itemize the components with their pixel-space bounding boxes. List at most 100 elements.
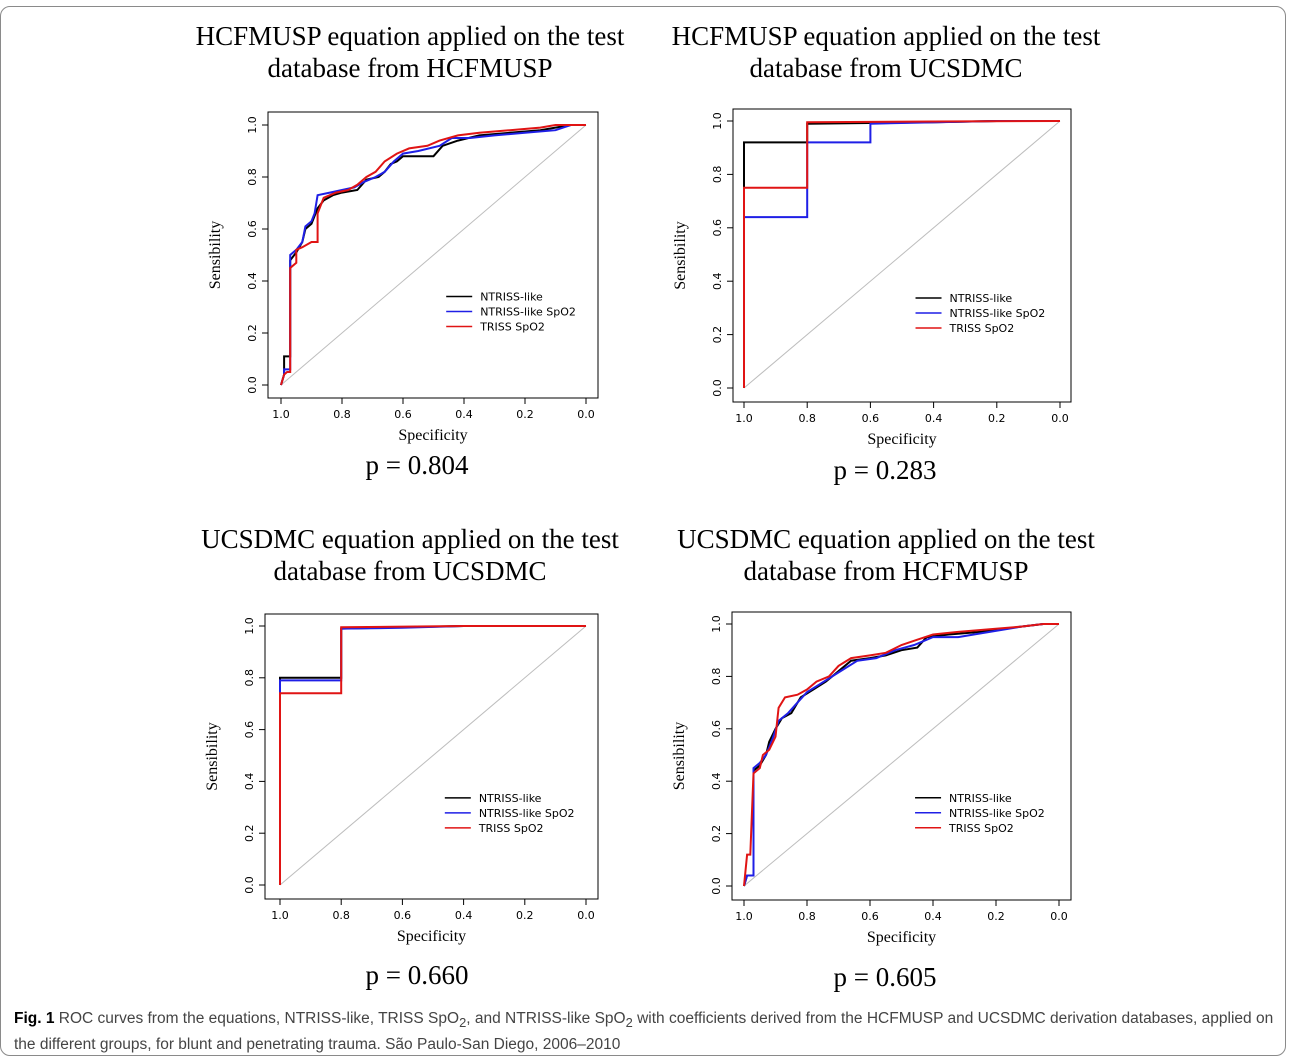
y-tick-label: 0.8 [710,668,723,686]
y-tick-label: 0.6 [246,220,259,238]
y-tick-label: 0.6 [711,219,724,237]
x-axis-label: Specificity [867,431,936,448]
x-tick-label: 0.4 [455,909,473,922]
legend-label: TRISS SpO2 [479,320,545,333]
y-tick-label: 1.0 [243,617,256,635]
y-axis-label: Sensibility [207,221,224,289]
y-tick-label: 0.4 [243,773,256,791]
figure-caption: Fig. 1 ROC curves from the equations, NT… [14,1008,1276,1056]
x-tick-label: 0.2 [987,910,1005,923]
legend-label: TRISS SpO2 [949,322,1015,335]
y-tick-label: 1.0 [711,112,724,130]
figure-frame [0,6,1286,1056]
x-tick-label: 0.8 [798,412,816,425]
plot-box [732,108,1072,403]
chart-2-group: 1.0 0.8 0.6 0.4 0.2 0.0 0.0 0.2 0.4 0.6 0.8 1.0 Spec… [672,108,1072,448]
legend-label: NTRISS-like SpO2 [950,307,1046,320]
x-tick-label: 0.0 [577,909,595,922]
x-tick-label: 0.0 [1050,910,1068,923]
x-tick-label: 0.2 [516,408,534,421]
x-tick-label: 0.4 [925,412,943,425]
x-tick-label: 0.4 [455,408,473,421]
x-axis-label: Specificity [397,928,466,945]
legend-label: NTRISS-like [950,292,1013,305]
caption-label: Fig. 1 [14,1010,55,1027]
y-tick-label: 0.6 [710,720,723,738]
x-tick-label: 0.0 [1051,412,1069,425]
y-tick-label: 0.2 [243,824,256,842]
legend-label: TRISS SpO2 [948,822,1014,835]
x-tick-label: 1.0 [271,909,289,922]
panel-1-p-value: p = 0.804 [365,450,469,480]
series-line-triss-spo2 [279,625,586,885]
y-axis-label: Sensibility [672,221,689,289]
legend-label: NTRISS-like SpO2 [949,807,1045,820]
x-tick-label: 0.8 [798,910,816,923]
x-axis-label: Specificity [867,929,936,946]
x-tick-label: 0.2 [516,909,534,922]
panel-2-title: HCFMUSP equation applied on the test dat… [671,21,1101,83]
chart-1-group: 1.0 0.8 0.6 0.4 0.2 0.0 0.0 0.2 0.4 0.6 0.8 1.0 Spec… [207,111,599,444]
legend-label: NTRISS-like [480,290,543,303]
y-axis-label: Sensibility [204,722,221,790]
y-tick-label: 1.0 [246,116,259,134]
y-tick-label: 0.4 [710,772,723,790]
x-tick-label: 0.6 [394,909,412,922]
legend-label: NTRISS-like [949,792,1012,805]
y-tick-label: 0.4 [246,272,259,290]
y-tick-label: 0.8 [711,166,724,184]
legend-label: TRISS SpO2 [478,822,544,835]
y-tick-label: 0.4 [711,272,724,290]
y-tick-label: 0.2 [246,324,259,342]
y-tick-label: 0.6 [243,721,256,739]
legend-label: NTRISS-like SpO2 [480,305,576,318]
reference-diagonal [279,625,587,886]
x-tick-label: 0.0 [577,408,595,421]
x-tick-label: 0.8 [333,408,351,421]
reference-diagonal [280,124,587,386]
y-tick-label: 0.8 [246,168,259,186]
panel-4-p-value: p = 0.605 [833,962,937,992]
caption-text-1: ROC curves from the equations, NTRISS-li… [54,1010,460,1027]
reference-diagonal [743,623,1060,887]
y-axis-label: Sensibility [671,722,688,790]
series-line-triss-spo2 [280,124,586,386]
x-tick-label: 1.0 [735,910,753,923]
x-tick-label: 0.8 [332,909,350,922]
panel-1-title: HCFMUSP equation applied on the test dat… [195,21,625,83]
x-tick-label: 0.2 [988,412,1006,425]
series-line-ntriss-like-spo2 [743,623,1059,887]
caption-sub-2: 2 [625,1015,633,1031]
x-tick-label: 0.6 [394,408,412,421]
caption-text-2: , and NTRISS-like SpO [466,1010,626,1027]
y-tick-label: 0.0 [711,379,724,397]
x-tick-label: 0.6 [862,412,880,425]
caption-sub-1: 2 [459,1015,467,1031]
y-tick-label: 0.2 [710,825,723,843]
series-line-triss-spo2 [743,623,1059,887]
panel-3-p-value: p = 0.660 [365,960,469,990]
x-tick-label: 1.0 [735,412,753,425]
y-tick-label: 0.0 [710,877,723,895]
panel-3-title: UCSDMC equation applied on the test data… [201,524,619,586]
y-tick-label: 0.0 [246,376,259,394]
legend-label: NTRISS-like SpO2 [479,807,575,820]
series-line-triss-spo2 [743,120,1061,388]
reference-diagonal [743,120,1061,389]
x-tick-label: 1.0 [272,408,290,421]
chart-4-group: 1.0 0.8 0.6 0.4 0.2 0.0 0.0 0.2 0.4 0.6 0.8 1.0 Spec… [671,611,1072,946]
y-tick-label: 0.2 [711,326,724,344]
legend-label: NTRISS-like [479,792,542,805]
chart-3-group: 1.0 0.8 0.6 0.4 0.2 0.0 0.0 0.2 0.4 0.6 0.8 1.0 Spec… [204,613,599,945]
plot-box [731,611,1072,901]
y-tick-label: 1.0 [710,615,723,633]
y-tick-label: 0.8 [243,669,256,687]
x-tick-label: 0.4 [924,910,942,923]
panel-4-title: UCSDMC equation applied on the test data… [677,524,1095,586]
caption-text-3: with coefficients derived from the HCFMU… [14,1010,1274,1054]
x-axis-label: Specificity [398,427,467,444]
panel-2-p-value: p = 0.283 [833,455,937,485]
x-tick-label: 0.6 [861,910,879,923]
y-tick-label: 0.0 [243,876,256,894]
